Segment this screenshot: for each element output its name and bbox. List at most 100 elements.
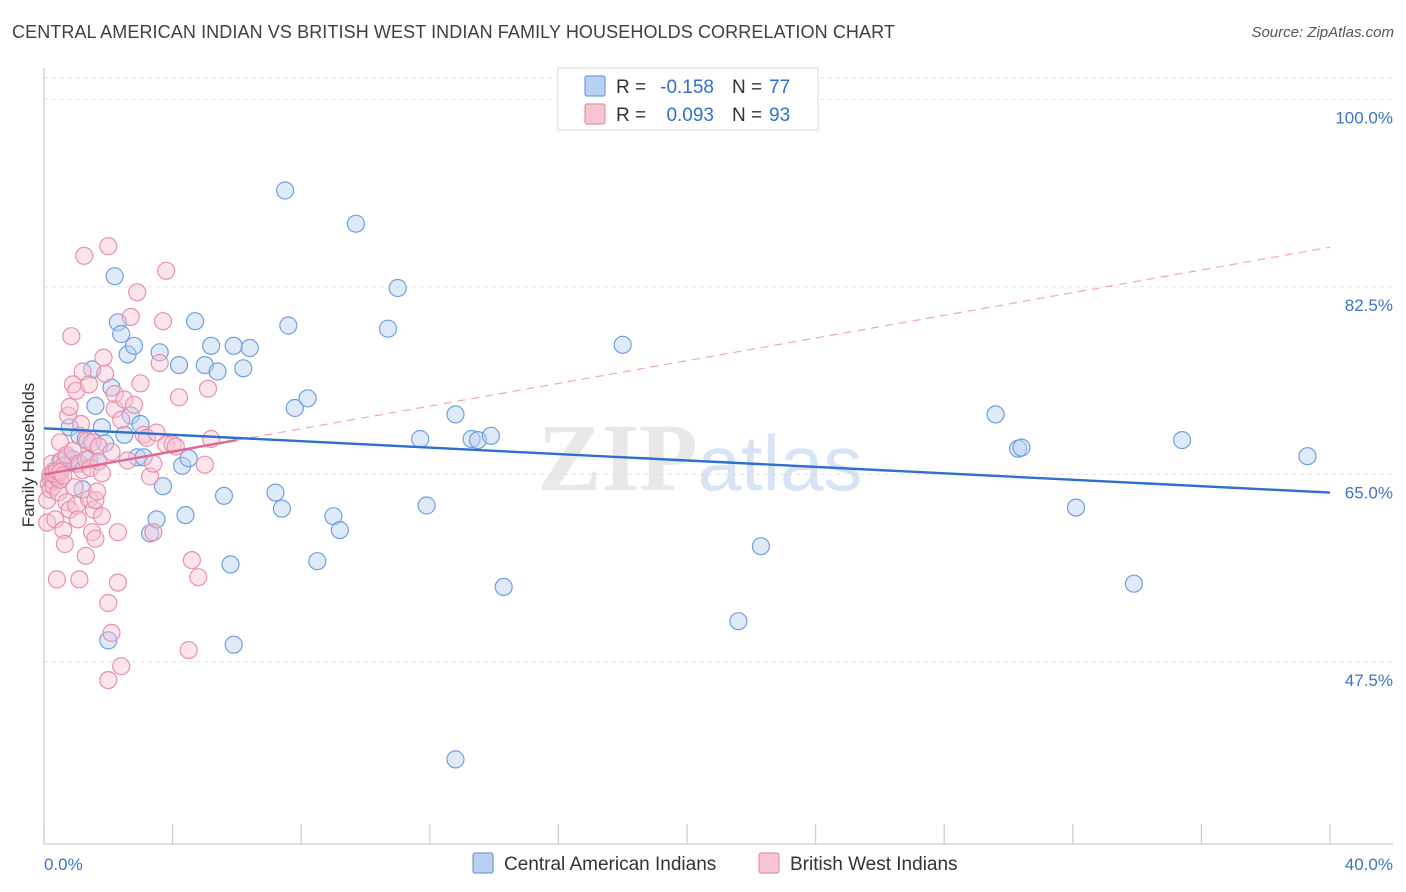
series-central-american-indians <box>41 181 1317 769</box>
central-american-indian-point-36 <box>176 505 195 525</box>
stats-n-label-1: N = <box>732 105 762 126</box>
british-west-indian-point-17 <box>55 534 75 554</box>
legend-label-0[interactable]: Central American Indians <box>504 854 716 875</box>
stats-r-value-0: -0.158 <box>660 77 714 98</box>
british-west-indian-point-9 <box>47 570 67 589</box>
stats-r-label-0: R = <box>616 77 646 98</box>
central-american-indian-point-42 <box>214 486 234 505</box>
central-american-indian-point-66 <box>494 577 513 597</box>
central-american-indian-point-51 <box>279 316 298 335</box>
british-west-indian-point-36 <box>76 546 95 565</box>
central-american-indian-point-61 <box>417 496 436 515</box>
british-west-indian-point-15 <box>54 520 73 540</box>
stats-r-value-1: 0.093 <box>666 105 714 126</box>
british-west-indian-point-47 <box>87 482 107 501</box>
legend: Central American Indians British West Ind… <box>472 852 958 875</box>
y-tick-label-0: 100.0% <box>1335 108 1393 127</box>
central-american-indian-point-49 <box>272 499 291 518</box>
central-american-indian-point-56 <box>330 520 349 540</box>
central-american-indian-point-33 <box>153 477 173 496</box>
chart-title: CENTRAL AMERICAN INDIAN VS BRITISH WEST … <box>12 22 896 42</box>
central-american-indian-point-40 <box>202 336 221 355</box>
british-west-indian-point-86 <box>189 568 208 587</box>
british-west-indian-point-60 <box>105 384 124 404</box>
y-axis-label: Family Households <box>19 383 38 528</box>
central-american-indian-point-47 <box>240 338 259 358</box>
stats-swatch-1 <box>584 103 606 125</box>
legend-label-1[interactable]: British West Indians <box>790 854 958 875</box>
central-american-indian-point-70 <box>986 405 1005 424</box>
central-american-indian-point-67 <box>613 335 632 354</box>
british-west-indian-point-51 <box>92 507 112 526</box>
british-west-indian-point-39 <box>79 375 99 394</box>
stats-r-label-1: R = <box>616 105 646 126</box>
british-west-indian-point-58 <box>102 442 121 461</box>
central-american-indian-point-23 <box>115 425 134 444</box>
x-tick-label-0: 0.0% <box>44 855 83 874</box>
central-american-indian-point-50 <box>276 181 295 200</box>
central-american-indian-point-54 <box>308 552 327 571</box>
british-west-indian-point-54 <box>99 670 118 690</box>
central-american-indian-point-43 <box>221 555 240 574</box>
central-american-indian-point-60 <box>411 429 430 449</box>
central-american-indian-point-69 <box>751 537 771 556</box>
stats-legend: R = -0.158 N = 77 R = 0.093 N = 93 <box>557 67 819 131</box>
british-west-indian-point-87 <box>195 455 214 474</box>
stats-n-value-0: 77 <box>769 77 790 98</box>
british-west-indian-point-79 <box>157 261 176 280</box>
british-west-indian-point-23 <box>62 327 81 346</box>
legend-swatch-0[interactable] <box>472 852 494 874</box>
stats-swatch-0 <box>584 75 606 97</box>
central-american-indian-point-16 <box>92 418 112 437</box>
central-american-indian-point-46 <box>234 359 253 378</box>
central-american-indian-point-45 <box>224 336 243 355</box>
british-west-indian-point-88 <box>198 379 218 398</box>
british-west-indian-point-52 <box>94 348 113 367</box>
british-west-indian-point-55 <box>99 593 118 613</box>
axes <box>43 68 1393 845</box>
british-west-indian-point-64 <box>112 410 131 429</box>
british-west-indian-point-68 <box>124 395 144 414</box>
central-american-indian-point-58 <box>378 319 398 338</box>
stats-n-label-0: N = <box>732 77 762 98</box>
central-american-indian-point-48 <box>266 483 285 502</box>
central-american-indian-point-26 <box>124 336 144 355</box>
british-west-indian-point-77 <box>150 353 169 373</box>
trend-lines <box>43 246 1331 494</box>
british-west-indian-point-83 <box>169 388 189 407</box>
central-american-indian-trend <box>43 427 1331 494</box>
central-american-indian-point-72 <box>1012 438 1031 457</box>
british-west-indian-point-65 <box>115 390 134 409</box>
british-west-indian-point-61 <box>108 573 128 592</box>
british-west-indian-point-32 <box>71 414 91 434</box>
watermark-text: ZIPatlas <box>538 404 863 511</box>
central-american-indian-point-68 <box>729 612 748 631</box>
british-west-indian-point-63 <box>112 657 131 676</box>
british-west-indian-trend-extended <box>236 246 1331 441</box>
y-tick-label-2: 65.0% <box>1345 483 1393 502</box>
british-west-indian-point-53 <box>95 364 115 383</box>
stats-n-value-1: 93 <box>769 105 790 126</box>
british-west-indian-point-35 <box>75 246 94 265</box>
central-american-indian-point-44 <box>224 635 243 654</box>
central-american-indian-point-34 <box>169 356 189 375</box>
british-west-indian-point-50 <box>92 464 112 483</box>
british-west-indian-point-67 <box>121 307 140 326</box>
british-west-indian-point-30 <box>70 570 89 589</box>
central-american-indian-point-57 <box>346 214 365 233</box>
central-american-indian-point-20 <box>105 267 124 286</box>
british-west-indian-point-59 <box>105 399 124 419</box>
source-label: Source: ZipAtlas.com <box>1251 24 1394 41</box>
central-american-indian-point-38 <box>186 312 205 331</box>
legend-swatch-1[interactable] <box>758 852 780 874</box>
central-american-indian-point-41 <box>208 362 227 381</box>
central-american-indian-point-14 <box>86 396 105 415</box>
british-west-indian-point-57 <box>102 623 121 643</box>
central-american-indian-point-35 <box>173 456 192 475</box>
british-west-indian-point-22 <box>60 397 79 416</box>
british-west-indian-point-74 <box>144 523 163 542</box>
central-american-indian-point-76 <box>1298 447 1317 466</box>
central-american-indian-point-53 <box>298 389 317 408</box>
central-american-indian-point-65 <box>481 426 500 445</box>
